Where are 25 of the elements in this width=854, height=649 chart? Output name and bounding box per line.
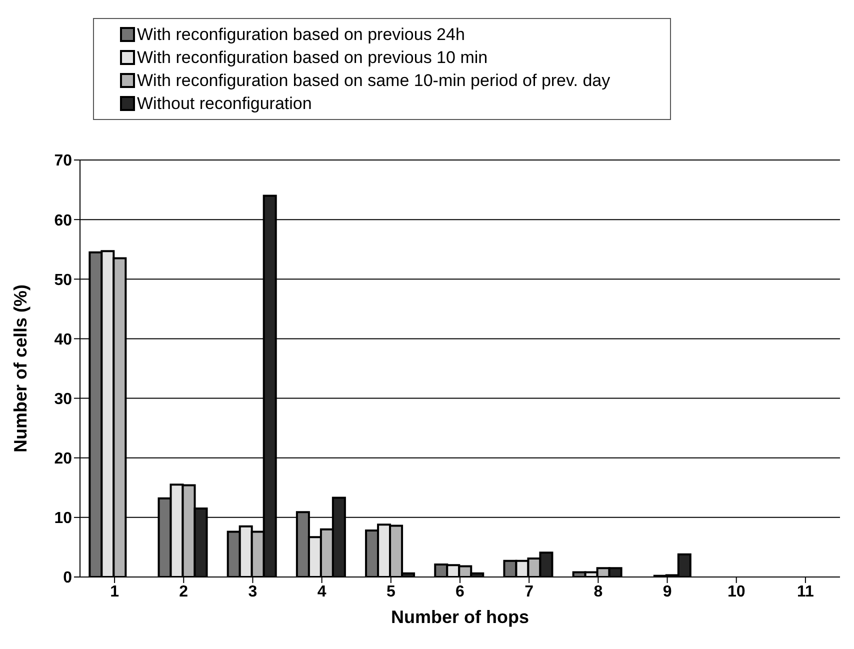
x-tick-label: 4 bbox=[317, 583, 326, 600]
y-tick-label: 70 bbox=[54, 152, 72, 170]
y-axis-title: Number of cells (%) bbox=[10, 284, 30, 453]
y-tick-label: 20 bbox=[54, 450, 72, 468]
y-tick-label: 60 bbox=[54, 212, 72, 230]
x-tick-label: 7 bbox=[524, 583, 534, 600]
legend-label: With reconfiguration based on same 10-min period of prev. day bbox=[137, 70, 610, 90]
legend-label: With reconfiguration based on previous 24h bbox=[137, 24, 465, 44]
legend-label: With reconfiguration based on previous 10 min bbox=[137, 48, 488, 68]
y-tick-label: 0 bbox=[63, 570, 72, 587]
x-tick-label: 2 bbox=[179, 583, 188, 600]
y-tick-label: 30 bbox=[54, 390, 72, 408]
x-tick-label: 10 bbox=[727, 583, 746, 600]
x-tick-label: 3 bbox=[248, 583, 258, 600]
x-tick-label: 5 bbox=[386, 583, 396, 600]
x-tick-label: 9 bbox=[662, 583, 672, 600]
x-tick-label: 11 bbox=[796, 583, 814, 600]
x-tick-label: 6 bbox=[456, 583, 465, 600]
x-axis-title: Number of hops bbox=[391, 607, 529, 627]
x-tick-label: 1 bbox=[110, 583, 120, 600]
legend-label: Without reconfiguration bbox=[137, 94, 312, 114]
x-tick-label: 8 bbox=[594, 583, 603, 600]
y-tick-label: 40 bbox=[54, 331, 72, 348]
y-tick-label: 10 bbox=[54, 510, 72, 528]
y-tick-label: 50 bbox=[54, 272, 72, 289]
